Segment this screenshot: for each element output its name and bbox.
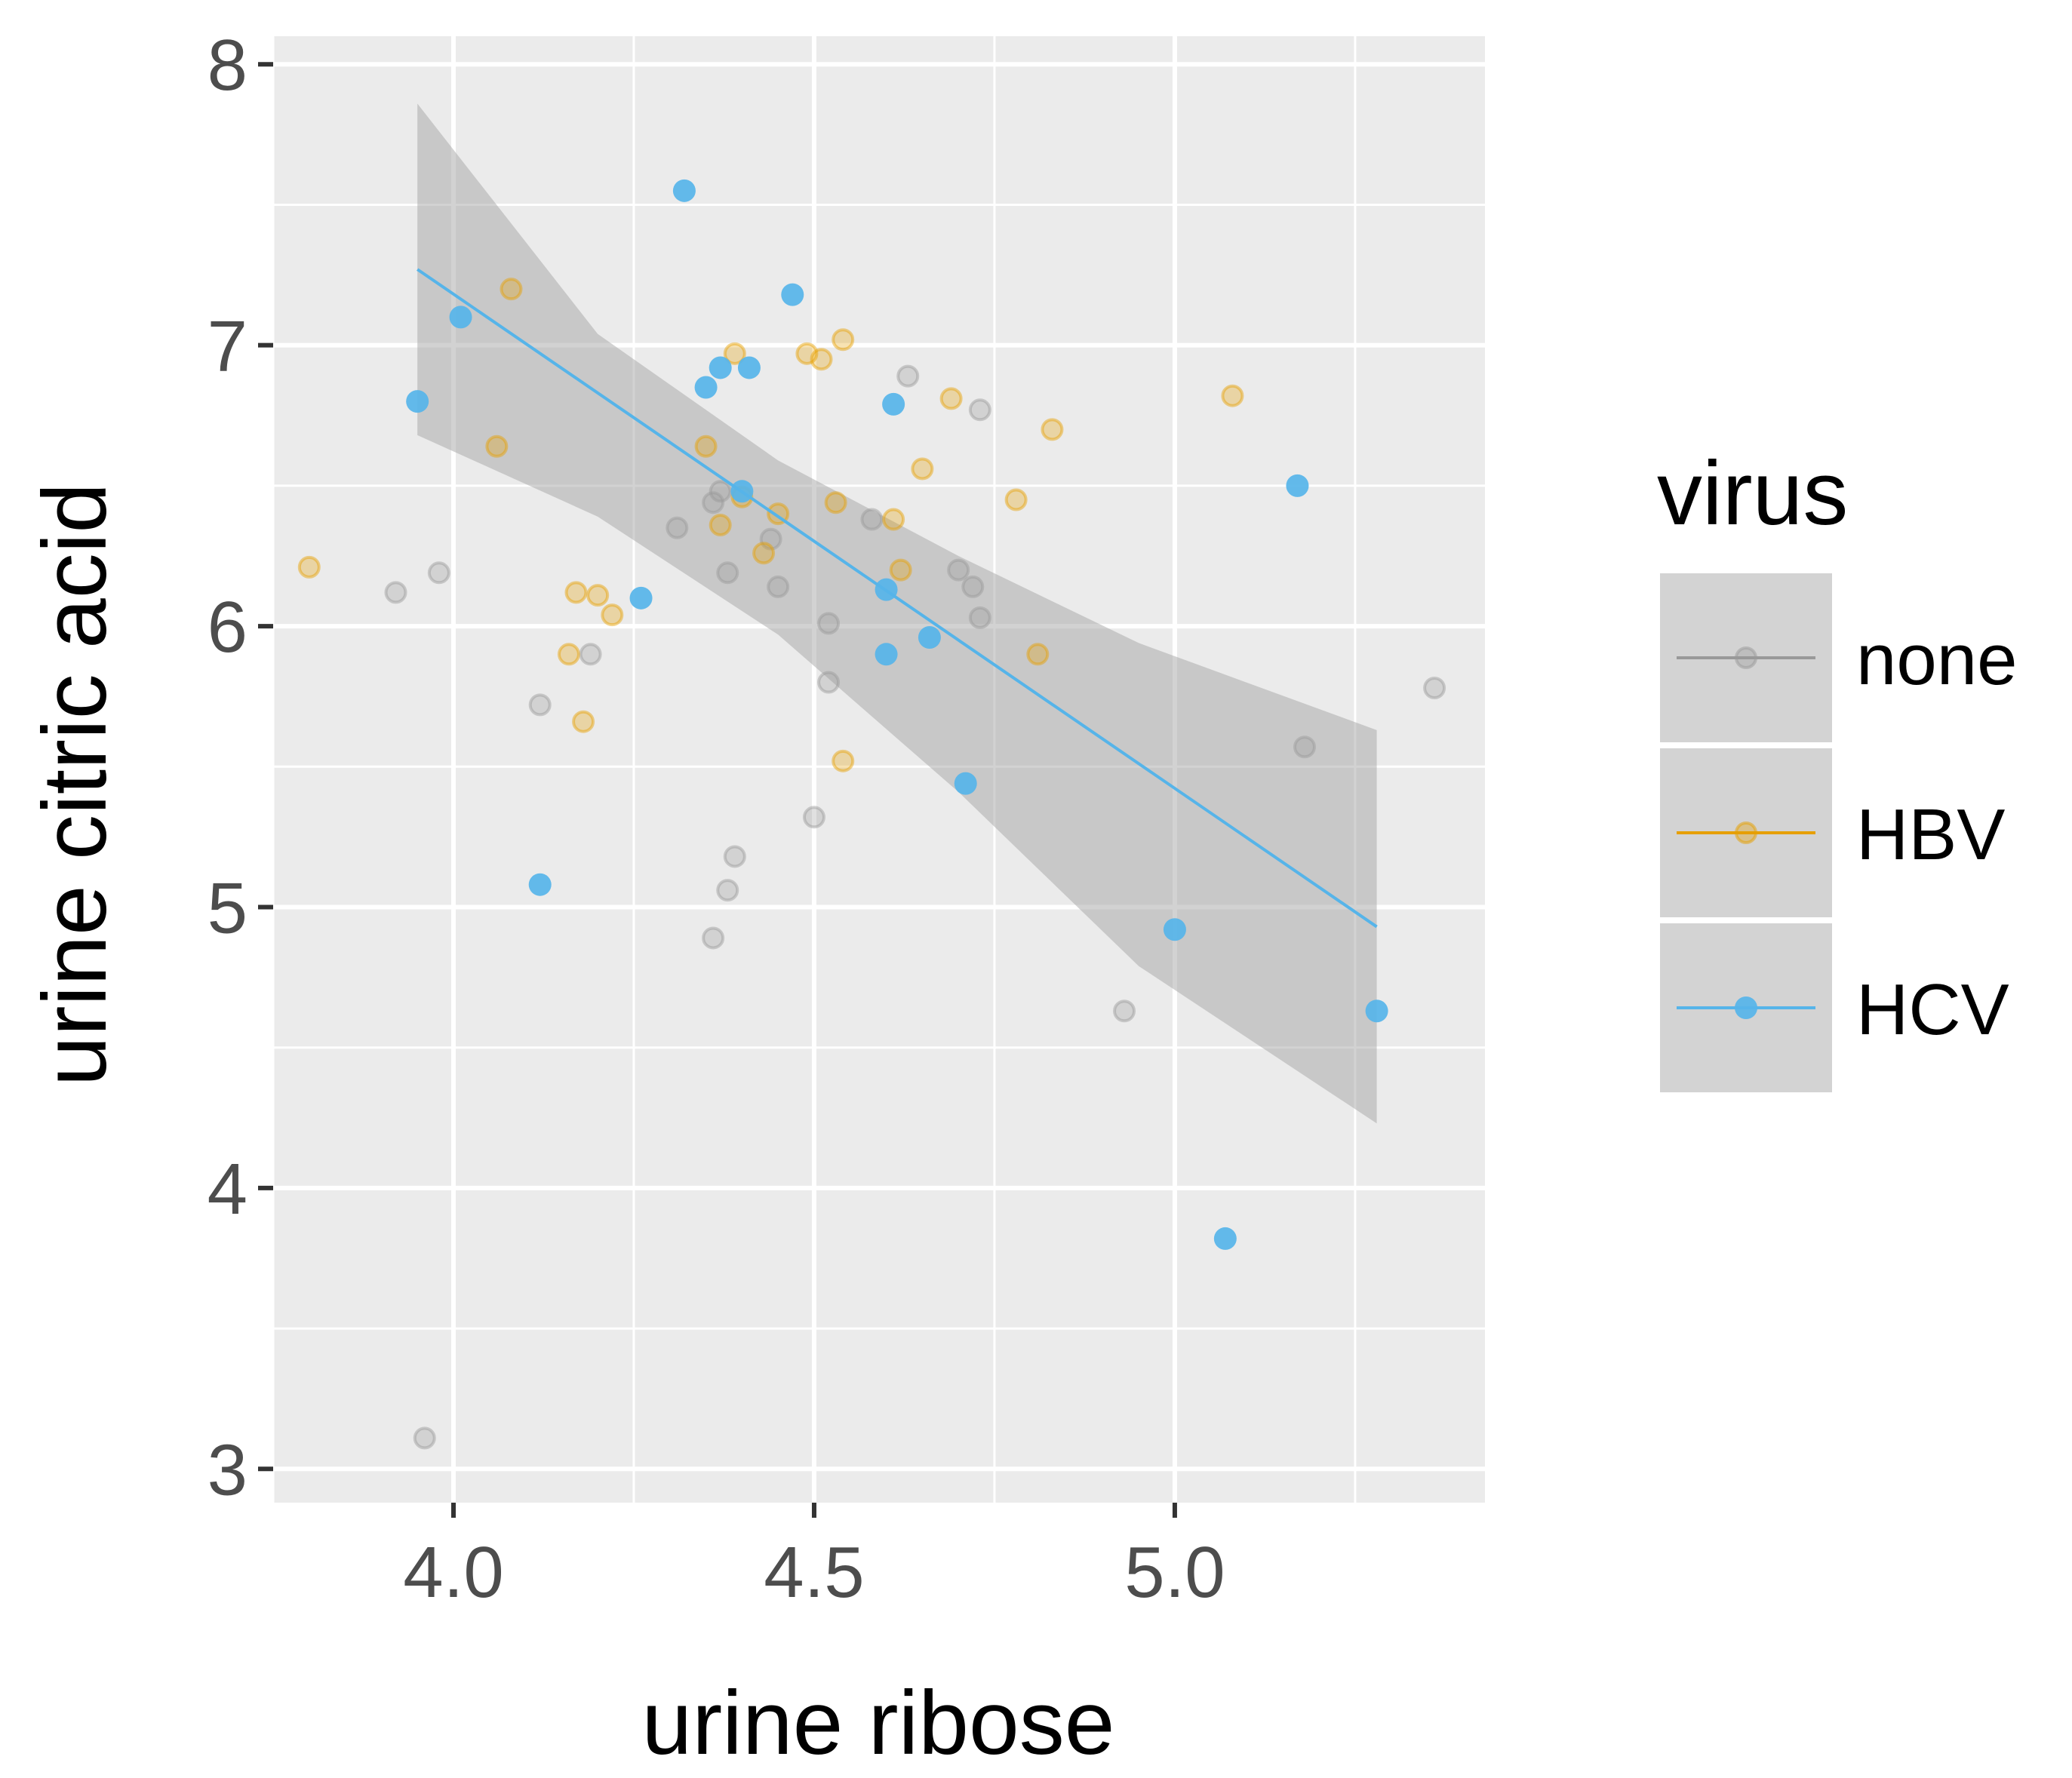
x-axis-title: urine ribose: [641, 1672, 1114, 1773]
data-point-hbv: [795, 342, 819, 365]
data-point-none: [702, 491, 725, 514]
data-point-none: [961, 575, 985, 598]
data-point-none: [528, 693, 552, 717]
data-point-hcv: [709, 356, 732, 379]
data-point-hcv: [737, 356, 761, 379]
data-point-hcv: [875, 643, 898, 666]
y-tick-label: 6: [208, 587, 247, 668]
data-point-none: [427, 561, 450, 585]
data-point-hbv: [586, 584, 610, 607]
data-point-hcv: [528, 873, 552, 896]
data-point-hbv: [601, 603, 624, 627]
data-point-hbv: [557, 643, 580, 666]
legend-keys: none HBV HCV: [1660, 573, 2018, 1092]
legend-key-none: none: [1660, 573, 2018, 742]
data-point-none: [947, 558, 970, 582]
data-point-hcv: [1163, 918, 1186, 941]
data-point-hcv: [1365, 1000, 1388, 1023]
data-point-hbv: [694, 435, 718, 458]
data-point-none: [1423, 677, 1446, 699]
x-tick-label: 4.5: [764, 1532, 864, 1613]
legend-key-hcv: HCV: [1660, 923, 2009, 1092]
data-point-none: [767, 575, 790, 598]
legend-key-hbv: HBV: [1660, 748, 2005, 917]
data-point-hbv: [1041, 418, 1064, 441]
data-point-none: [802, 806, 825, 829]
data-point-hbv: [889, 558, 912, 582]
data-point-none: [896, 364, 920, 388]
data-point-hbv: [485, 435, 509, 458]
data-point-hbv: [723, 342, 746, 365]
data-point-hcv: [672, 179, 696, 202]
data-point-none: [759, 527, 782, 551]
y-tick-label: 5: [208, 868, 247, 948]
data-point-hbv: [824, 491, 847, 514]
legend-label: HCV: [1856, 969, 2009, 1050]
data-point-hcv: [781, 283, 804, 306]
legend-title: virus: [1657, 443, 1848, 544]
data-point-hbv: [297, 555, 321, 579]
y-tick-label: 3: [208, 1429, 247, 1510]
data-point-none: [666, 516, 689, 539]
y-tick-label: 7: [208, 306, 247, 387]
data-point-hcv: [449, 306, 472, 329]
y-axis-title: urine citric acid: [24, 483, 125, 1086]
data-point-hbv: [1004, 488, 1028, 511]
data-point-hcv: [918, 625, 941, 649]
data-point-hbv: [709, 514, 732, 536]
data-point-hbv: [1026, 643, 1050, 666]
data-point-none: [716, 561, 739, 585]
x-tick-label: 5.0: [1124, 1532, 1225, 1613]
data-point-none: [860, 508, 884, 531]
data-point-hbv: [752, 542, 776, 565]
data-point-none: [702, 926, 725, 950]
fit-line: [417, 268, 1378, 929]
legend: virus none HBV HCV: [1657, 443, 2018, 1092]
data-point-hcv: [406, 390, 429, 413]
data-point-hbv: [564, 581, 588, 604]
data-point-hcv: [1213, 1227, 1237, 1250]
data-point-hcv: [1286, 474, 1309, 497]
data-point-none: [1293, 735, 1317, 759]
data-point-hcv: [882, 392, 905, 416]
data-point-none: [817, 671, 841, 694]
y-tick-label: 8: [208, 25, 247, 106]
legend-label: none: [1856, 619, 2018, 700]
confidence-ribbon-layer: [417, 103, 1377, 1124]
data-point-none: [1113, 1000, 1136, 1023]
data-point-none: [968, 398, 991, 422]
y-tick-label: 4: [208, 1149, 247, 1230]
fit-line-layer: [417, 268, 1378, 929]
data-point-none: [968, 606, 991, 629]
data-point-hbv: [1221, 384, 1244, 407]
data-point-hbv: [939, 387, 963, 410]
legend-key-point: [1735, 646, 1757, 669]
x-tick-label: 4.0: [403, 1532, 503, 1613]
data-point-hcv: [954, 772, 977, 795]
confidence-ribbon: [417, 103, 1377, 1124]
data-point-none: [579, 643, 602, 666]
data-point-hbv: [810, 348, 833, 371]
data-point-none: [817, 612, 841, 635]
data-point-none: [709, 480, 732, 503]
data-point-hcv: [694, 376, 718, 399]
data-point-none: [723, 845, 746, 868]
legend-label: HBV: [1856, 794, 2005, 875]
axes-layer: 3 4 5 6 7 8 4.0 4.5 5.0: [208, 25, 1225, 1613]
data-point-hbv: [911, 457, 934, 481]
legend-key-point: [1735, 996, 1757, 1019]
data-point-hcv: [629, 586, 653, 610]
data-point-hbv: [500, 278, 523, 301]
data-point-none: [413, 1426, 436, 1450]
data-point-none: [716, 879, 739, 902]
data-point-hbv: [882, 508, 905, 531]
legend-key-point: [1735, 821, 1757, 844]
data-point-hbv: [832, 749, 855, 772]
data-point-none: [384, 581, 407, 604]
data-point-hbv: [572, 710, 595, 733]
data-point-hbv: [832, 328, 855, 352]
